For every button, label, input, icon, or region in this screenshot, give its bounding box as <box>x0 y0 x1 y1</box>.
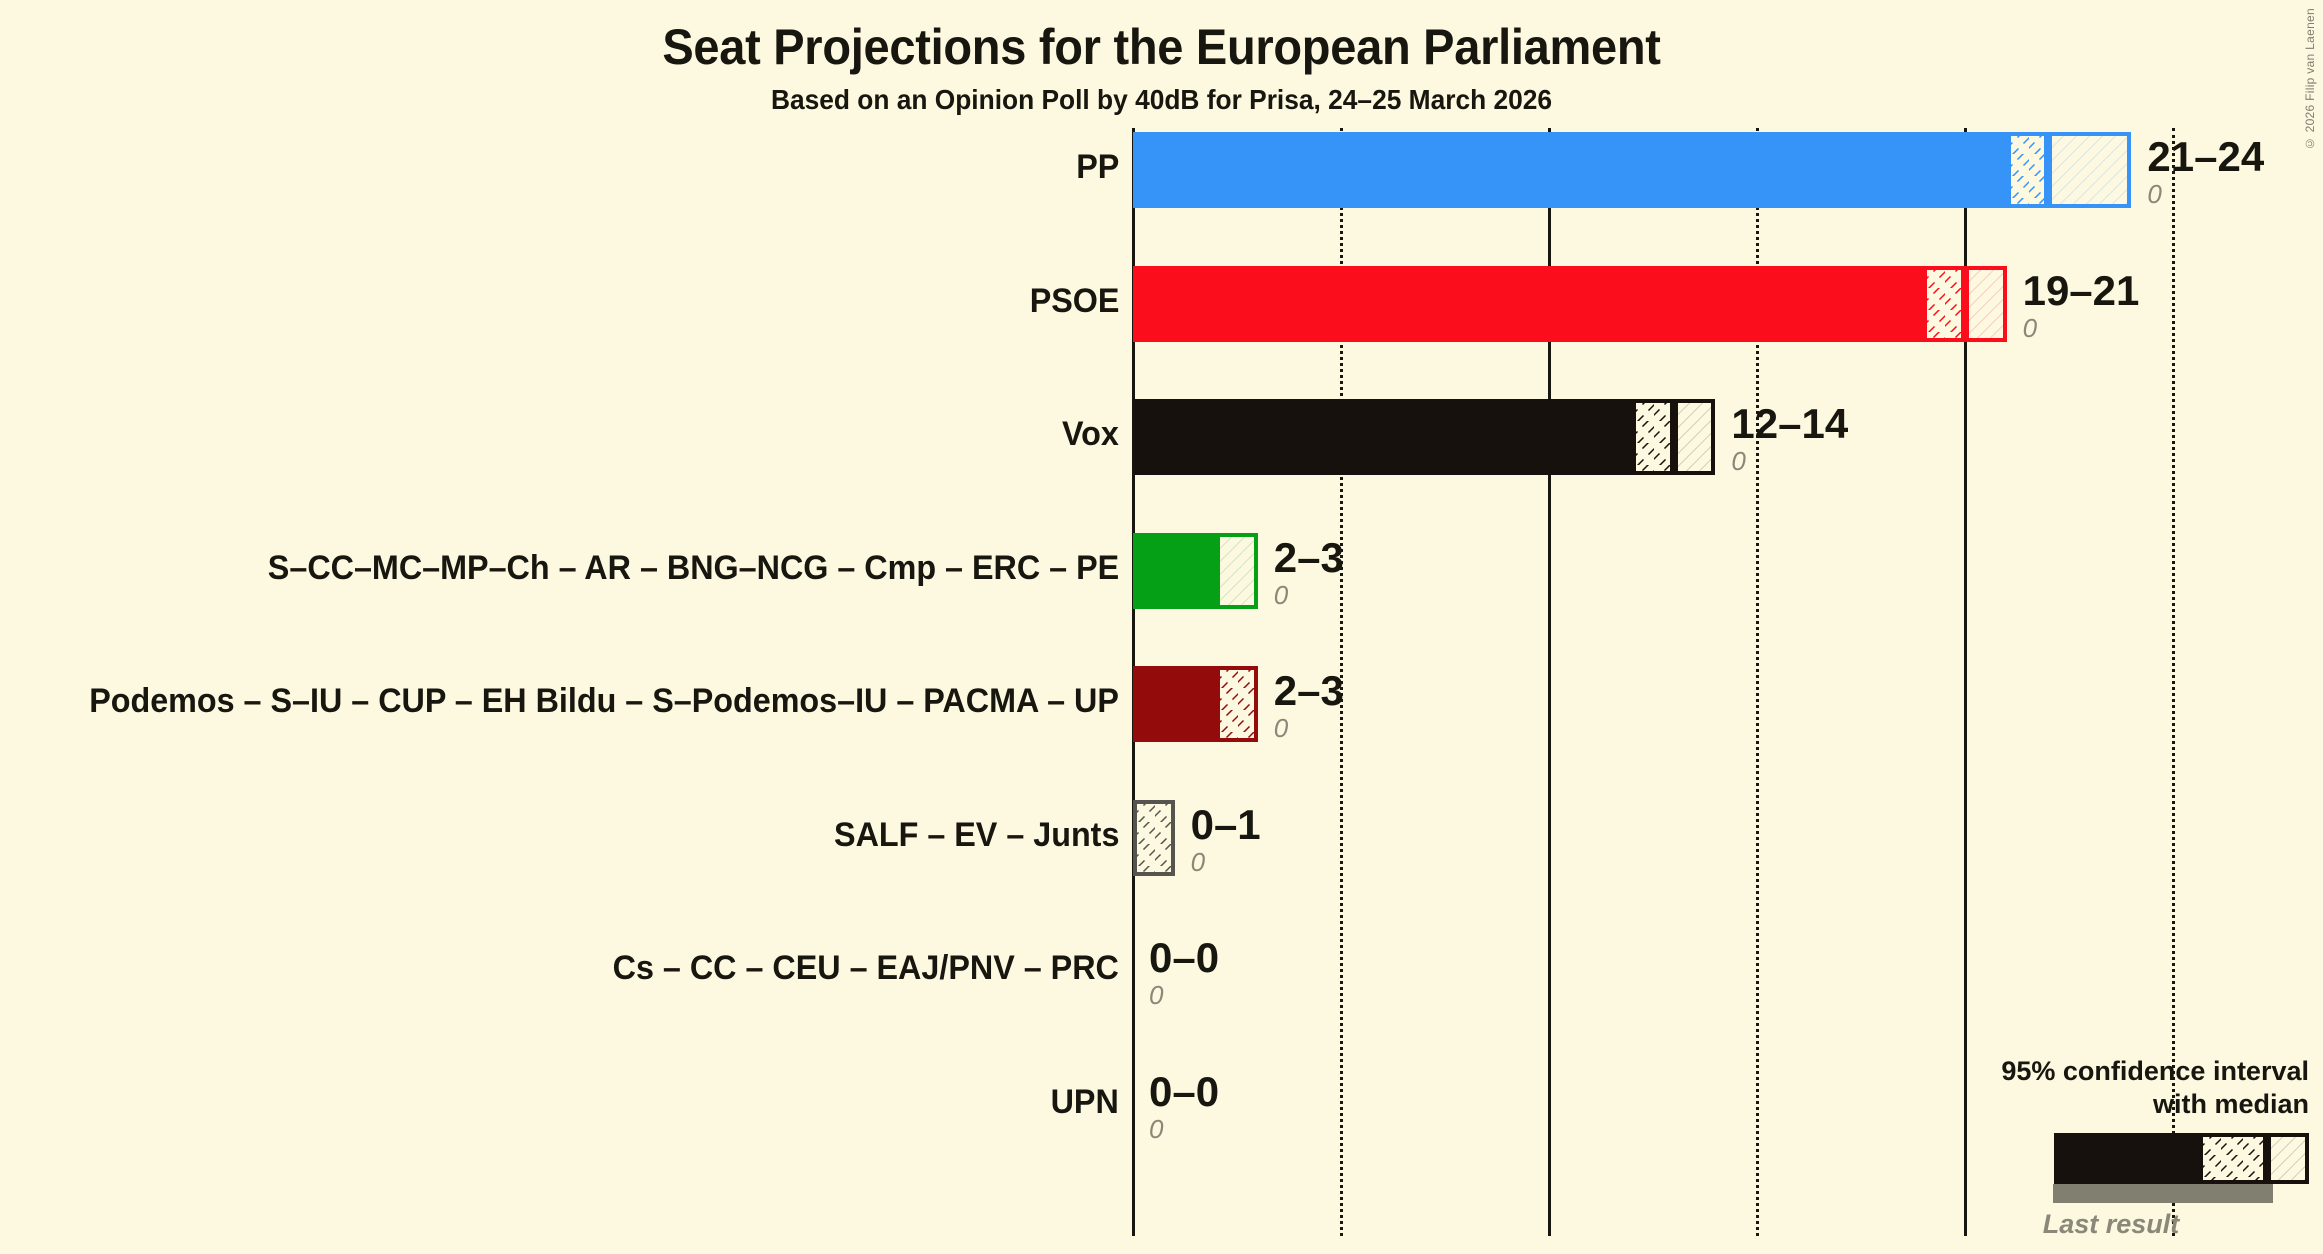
legend-segment-upper-bound <box>2267 1133 2309 1184</box>
seat-range-value: 2–3 <box>1273 533 1344 581</box>
bar-segment-lower-bound <box>1133 399 1633 475</box>
bar-segment-median <box>1133 799 1175 876</box>
bar-row: Cs – CC – CEU – EAJ/PNV – PRC 0–0 0 <box>0 933 2323 1010</box>
bar-segment-lower-bound <box>1133 666 1217 742</box>
last-result-value: 0 <box>1273 713 1289 743</box>
gridline-minor-5 <box>1340 128 1343 1236</box>
bar-segment-lower-bound <box>1133 265 1924 342</box>
row-label-2: PSOE <box>1029 281 1119 320</box>
gridline-minor-25 <box>2172 128 2175 1236</box>
bar-6[interactable] <box>1133 799 1175 876</box>
seat-range-value: 12–14 <box>1731 400 1849 447</box>
bar-4[interactable] <box>1133 532 1258 609</box>
legend-sample-bar <box>2054 1133 2309 1184</box>
value-block-1: 21–24 0 <box>2147 136 2264 209</box>
bar-row: UPN 0–0 0 <box>0 1067 2323 1143</box>
value-block-7: 0–0 0 <box>1149 937 1219 1010</box>
bar-1[interactable] <box>1133 132 2132 208</box>
last-result-value: 0 <box>1149 980 1164 1010</box>
bar-row: S–CC–MC–MP–Ch – AR – BNG–NCG – Cmp – ERC… <box>0 532 2323 610</box>
seat-range-value: 19–21 <box>2022 266 2140 314</box>
row-label-5: Podemos – S–IU – CUP – EH Bildu – S–Pode… <box>89 682 1119 720</box>
bar-segment-median <box>1216 666 1258 742</box>
value-block-3: 12–14 0 <box>1731 403 1848 476</box>
value-block-4: 2–3 0 <box>1273 533 1344 610</box>
bar-segment-upper-bound <box>1964 265 2007 342</box>
value-block-2: 19–21 0 <box>2022 266 2140 343</box>
bar-row: PSOE 19–21 0 <box>0 265 2323 343</box>
bar-segment-lower-bound <box>1133 532 1217 609</box>
bar-2[interactable] <box>1133 265 2007 342</box>
bar-5[interactable] <box>1133 666 1258 742</box>
legend-segment-median <box>2199 1133 2267 1184</box>
seat-range-value: 0–1 <box>1190 800 1261 848</box>
legend-last-result-label: Last result <box>2042 1209 2180 1239</box>
value-block-8: 0–0 0 <box>1149 1067 1220 1144</box>
bar-row: Vox 12–14 0 <box>0 399 2323 475</box>
row-label-3: Vox <box>1062 415 1119 453</box>
page-title: Seat Projections for the European Parlia… <box>662 19 1661 75</box>
seat-range-value: 21–24 <box>2147 133 2265 180</box>
plot-area: PP 21–24 0 PSOE 19–21 0 Vox 12–14 0 S–CC–MC–MP–Ch… <box>0 128 2323 1240</box>
bar-row: PP 21–24 0 <box>0 132 2323 208</box>
chart-subtitle: Based on an Opinion Poll by 40dB for Pri… <box>770 84 1553 115</box>
bar-segment-upper-bound <box>2048 132 2132 208</box>
gridline-major-20 <box>1964 128 1967 1236</box>
row-label-8: UPN <box>1050 1082 1119 1121</box>
row-label-4: S–CC–MC–MP–Ch – AR – BNG–NCG – Cmp – ERC… <box>267 548 1119 587</box>
bar-segment-median <box>1632 399 1674 475</box>
gridline-major-10 <box>1548 128 1551 1236</box>
bar-3[interactable] <box>1133 399 1716 475</box>
gridline-minor-15 <box>1756 128 1759 1236</box>
last-result-value: 0 <box>1731 446 1746 476</box>
last-result-value: 0 <box>2147 179 2162 209</box>
bar-row: SALF – EV – Junts 0–1 0 <box>0 799 2323 877</box>
legend-segment-lower-bound <box>2054 1133 2199 1184</box>
legend-last-result-bar <box>2053 1184 2273 1203</box>
row-label-6: SALF – EV – Junts <box>833 815 1119 854</box>
seat-range-value: 0–0 <box>1149 1067 1220 1115</box>
bar-segment-lower-bound <box>1133 132 2007 208</box>
legend-line-2: with median <box>2152 1089 2309 1120</box>
legend: 95% confidence interval with median Last… <box>1949 1055 2309 1240</box>
bar-segment-median <box>1923 265 1965 342</box>
value-block-5: 2–3 0 <box>1274 670 1344 743</box>
bar-segment-upper-bound <box>1673 399 1716 475</box>
value-block-6: 0–1 0 <box>1190 800 1261 877</box>
bar-segment-median <box>2006 132 2049 208</box>
bar-row: Podemos – S–IU – CUP – EH Bildu – S–Pode… <box>0 666 2323 742</box>
last-result-value: 0 <box>2022 312 2038 343</box>
legend-line-1: 95% confidence interval <box>2001 1056 2309 1087</box>
seat-range-value: 2–3 <box>1273 667 1344 714</box>
seat-range-value: 0–0 <box>1149 934 1220 981</box>
last-result-value: 0 <box>1149 1113 1164 1144</box>
row-label-7: Cs – CC – CEU – EAJ/PNV – PRC <box>612 949 1119 987</box>
last-result-value: 0 <box>1190 846 1206 877</box>
row-label-1: PP <box>1075 148 1119 186</box>
bar-segment-upper-bound <box>1216 532 1258 609</box>
last-result-value: 0 <box>1273 579 1289 610</box>
